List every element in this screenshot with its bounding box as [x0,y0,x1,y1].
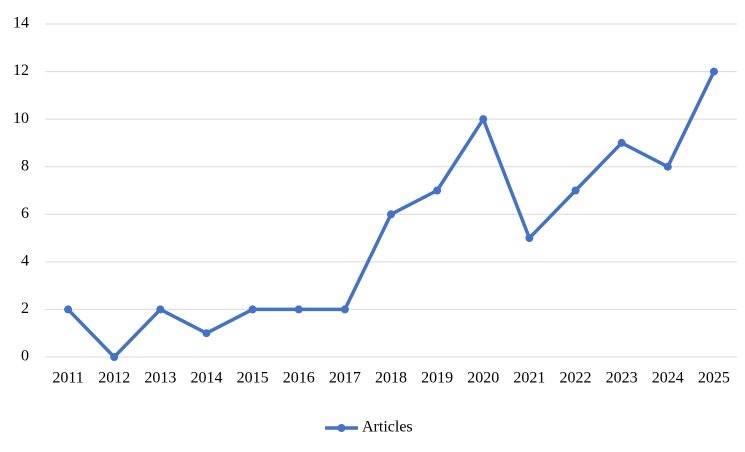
y-tick-label: 2 [21,300,29,317]
data-point [387,210,395,219]
data-point [202,329,211,338]
x-tick-label: 2020 [467,370,499,387]
data-point [110,353,119,361]
data-point [525,234,534,243]
data-point [340,305,349,314]
x-tick-label: 2012 [98,370,130,387]
data-point [663,162,672,171]
y-tick-label: 8 [21,157,29,174]
x-tick-label: 2016 [283,370,315,387]
data-point [248,305,257,314]
data-point [617,138,626,147]
x-tick-label: 2022 [560,370,592,387]
x-tick-label: 2017 [329,370,361,387]
legend-label: Articles [362,419,413,436]
data-point [294,305,303,314]
data-point [433,186,442,195]
y-tick-label: 0 [21,348,29,365]
y-tick-label: 6 [21,205,29,222]
x-tick-label: 2023 [606,370,638,387]
x-tick-label: 2013 [144,370,176,387]
data-point [709,67,718,76]
y-tick-label: 10 [13,110,29,127]
data-point [479,115,488,124]
x-tick-label: 2021 [513,370,545,387]
x-tick-label: 2018 [375,370,407,387]
x-tick-label: 2011 [52,370,83,387]
x-tick-label: 2025 [698,370,730,387]
y-tick-label: 4 [21,253,29,270]
x-tick-label: 2015 [237,370,269,387]
y-tick-label: 14 [13,15,29,32]
data-point [571,186,580,195]
x-tick-label: 2019 [421,370,453,387]
x-tick-label: 2024 [652,370,684,387]
legend-marker [337,424,346,432]
data-point [156,305,165,314]
y-tick-label: 12 [13,62,29,79]
x-tick-label: 2014 [190,370,222,387]
data-point [64,305,73,314]
